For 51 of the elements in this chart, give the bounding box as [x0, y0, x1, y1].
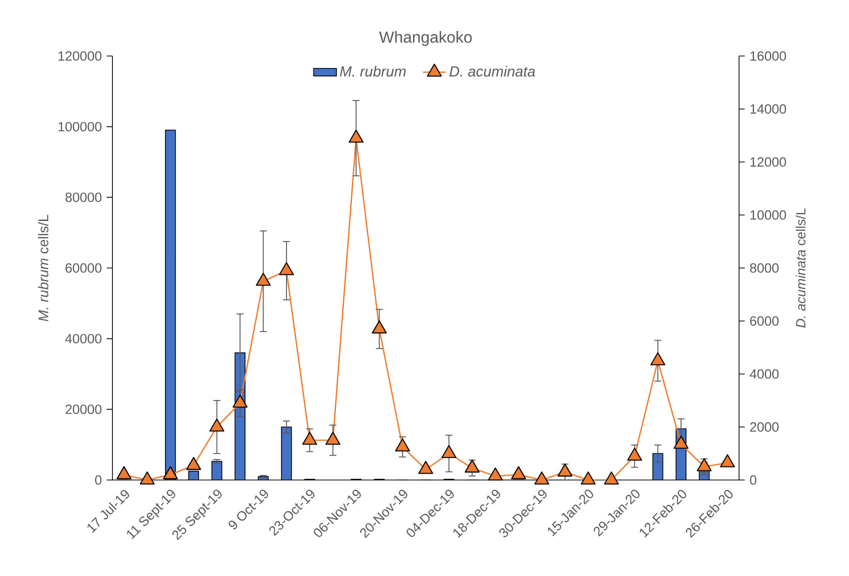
point: [140, 471, 155, 485]
point: [627, 448, 642, 461]
y2-tick-label: 2000: [750, 422, 779, 432]
point: [674, 436, 689, 449]
y2-axis-title: D. acuminata cells/L: [796, 208, 806, 328]
y-axis-title: M. rubrum cells/L: [38, 214, 48, 322]
y-tick-label: 80000: [66, 192, 102, 202]
chart-title: Whangakoko: [379, 31, 472, 46]
point: [279, 262, 294, 276]
y2-tick-label: 0: [750, 475, 756, 485]
bar: [281, 427, 292, 480]
point: [348, 130, 364, 143]
y-tick-label: 120000: [58, 51, 102, 61]
point: [116, 466, 132, 480]
point: [232, 394, 248, 408]
y-tick-label: 20000: [66, 404, 102, 414]
point: [650, 352, 666, 366]
point: [441, 444, 456, 458]
y-tick-label: 60000: [66, 263, 102, 273]
y2-tick-label: 10000: [750, 210, 786, 220]
bar: [212, 461, 222, 480]
y2-tick-label: 12000: [750, 157, 786, 167]
point: [395, 438, 410, 452]
y2-tick-label: 14000: [750, 104, 786, 114]
point: [325, 432, 340, 445]
y2-tick-label: 16000: [750, 51, 786, 61]
point: [256, 272, 271, 286]
point: [720, 454, 735, 468]
y-tick-label: 100000: [58, 122, 102, 132]
point: [464, 460, 480, 473]
point: [372, 320, 387, 334]
point: [534, 471, 550, 485]
point: [604, 471, 619, 485]
y-tick-label: 0: [95, 475, 102, 485]
legend-label: M. rubrum: [340, 66, 406, 77]
y-tick-label: 40000: [65, 334, 102, 344]
point: [162, 466, 178, 480]
point: [186, 456, 202, 470]
legend-label: D. acuminata: [450, 66, 535, 77]
y2-tick-label: 6000: [750, 316, 779, 326]
point: [209, 418, 224, 432]
bar: [652, 454, 663, 480]
point: [511, 466, 526, 480]
y2-tick-label: 8000: [750, 263, 779, 273]
point: [580, 471, 596, 485]
point: [696, 458, 712, 472]
point: [488, 467, 503, 481]
point: [302, 432, 318, 445]
point: [558, 464, 572, 477]
point: [418, 460, 434, 474]
y2-tick-label: 4000: [750, 369, 779, 379]
